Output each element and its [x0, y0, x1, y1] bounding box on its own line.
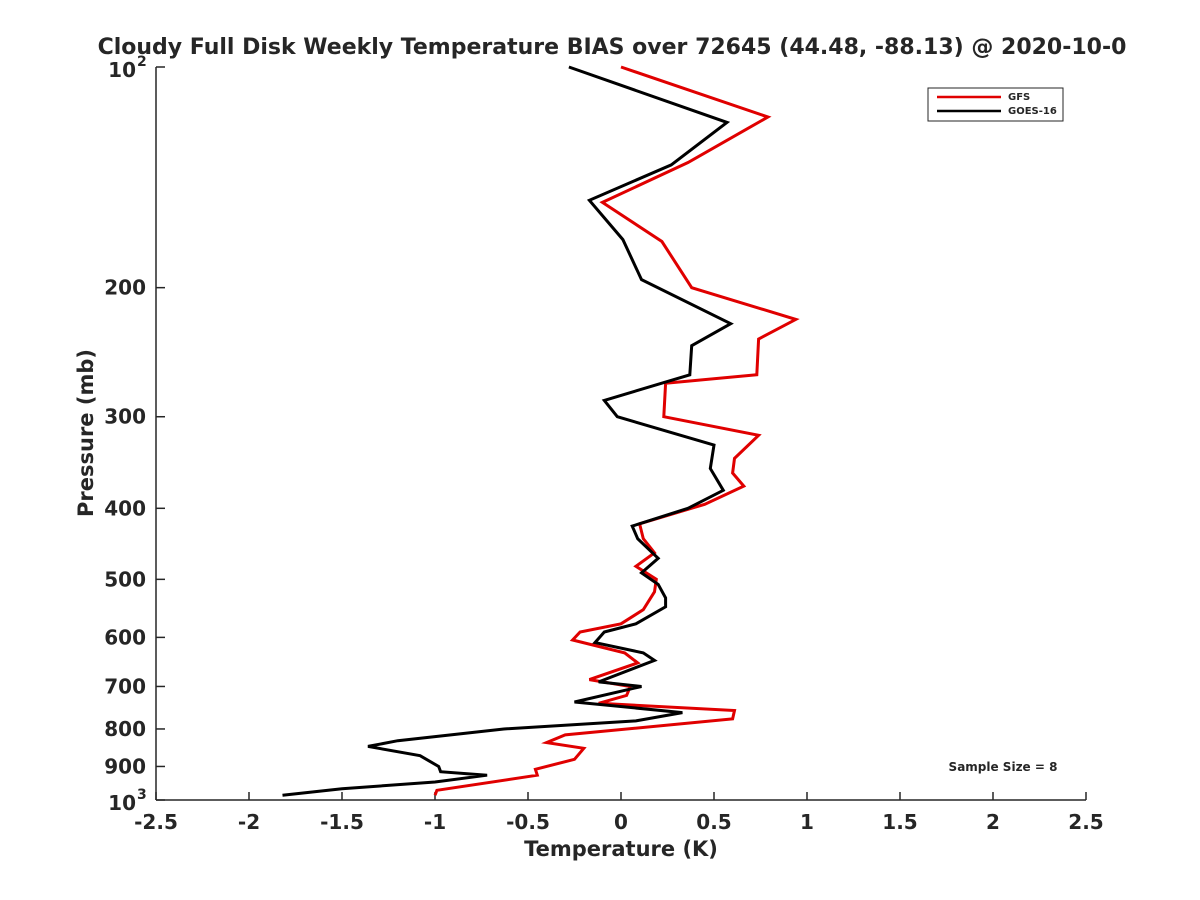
legend-box	[927, 87, 1064, 122]
y-tick-label-exponent: 2	[137, 54, 147, 70]
series-lines	[282, 65, 800, 797]
y-tick-label: 200	[104, 276, 146, 300]
x-tick-label: -0.5	[506, 810, 550, 834]
series-line-goes16	[282, 65, 734, 797]
y-axis-label: Pressure (mb)	[74, 349, 98, 517]
x-tick-label: -1	[424, 810, 446, 834]
y-tick-label: 900	[104, 754, 146, 778]
x-tick-label: -1.5	[320, 810, 364, 834]
y-tick-label: 300	[104, 405, 146, 429]
x-axis-label: Temperature (K)	[524, 837, 718, 861]
x-tick-label: 2.5	[1068, 810, 1103, 834]
legend: GFS GOES-16	[927, 87, 1064, 122]
legend-label-goes16: GOES-16	[1008, 106, 1057, 117]
y-tick-label: 500	[104, 567, 146, 591]
y-tick-label: 700	[104, 674, 146, 698]
y-tick-label: 600	[104, 625, 146, 649]
y-tick-label-power: 10 3	[108, 787, 147, 815]
legend-label-gfs: GFS	[1008, 92, 1030, 103]
x-tick-label: 0	[614, 810, 628, 834]
y-tick-label-base: 10	[108, 791, 136, 815]
x-tick-label: 1	[800, 810, 814, 834]
sample-size-annotation: Sample Size = 8	[949, 760, 1058, 774]
series-line-gfs	[433, 65, 800, 796]
y-tick-label-power: 10 2	[108, 54, 147, 82]
x-tick-label: -2.5	[134, 810, 178, 834]
chart-title: Cloudy Full Disk Weekly Temperature BIAS…	[98, 35, 1127, 60]
x-tick-label: 0.5	[696, 810, 731, 834]
y-tick-label: 400	[104, 496, 146, 520]
y-tick-label: 800	[104, 717, 146, 741]
x-tick-label: 2	[986, 810, 1000, 834]
x-tick-label: -2	[238, 810, 260, 834]
y-tick-label-base: 10	[108, 58, 136, 82]
y-tick-label-exponent: 3	[137, 787, 147, 803]
x-tick-label: 1.5	[882, 810, 917, 834]
x-ticks: -2.5 -2 -1.5 -1 -0.5 0 0.5 1 1.5 2 2.5	[134, 792, 1104, 834]
